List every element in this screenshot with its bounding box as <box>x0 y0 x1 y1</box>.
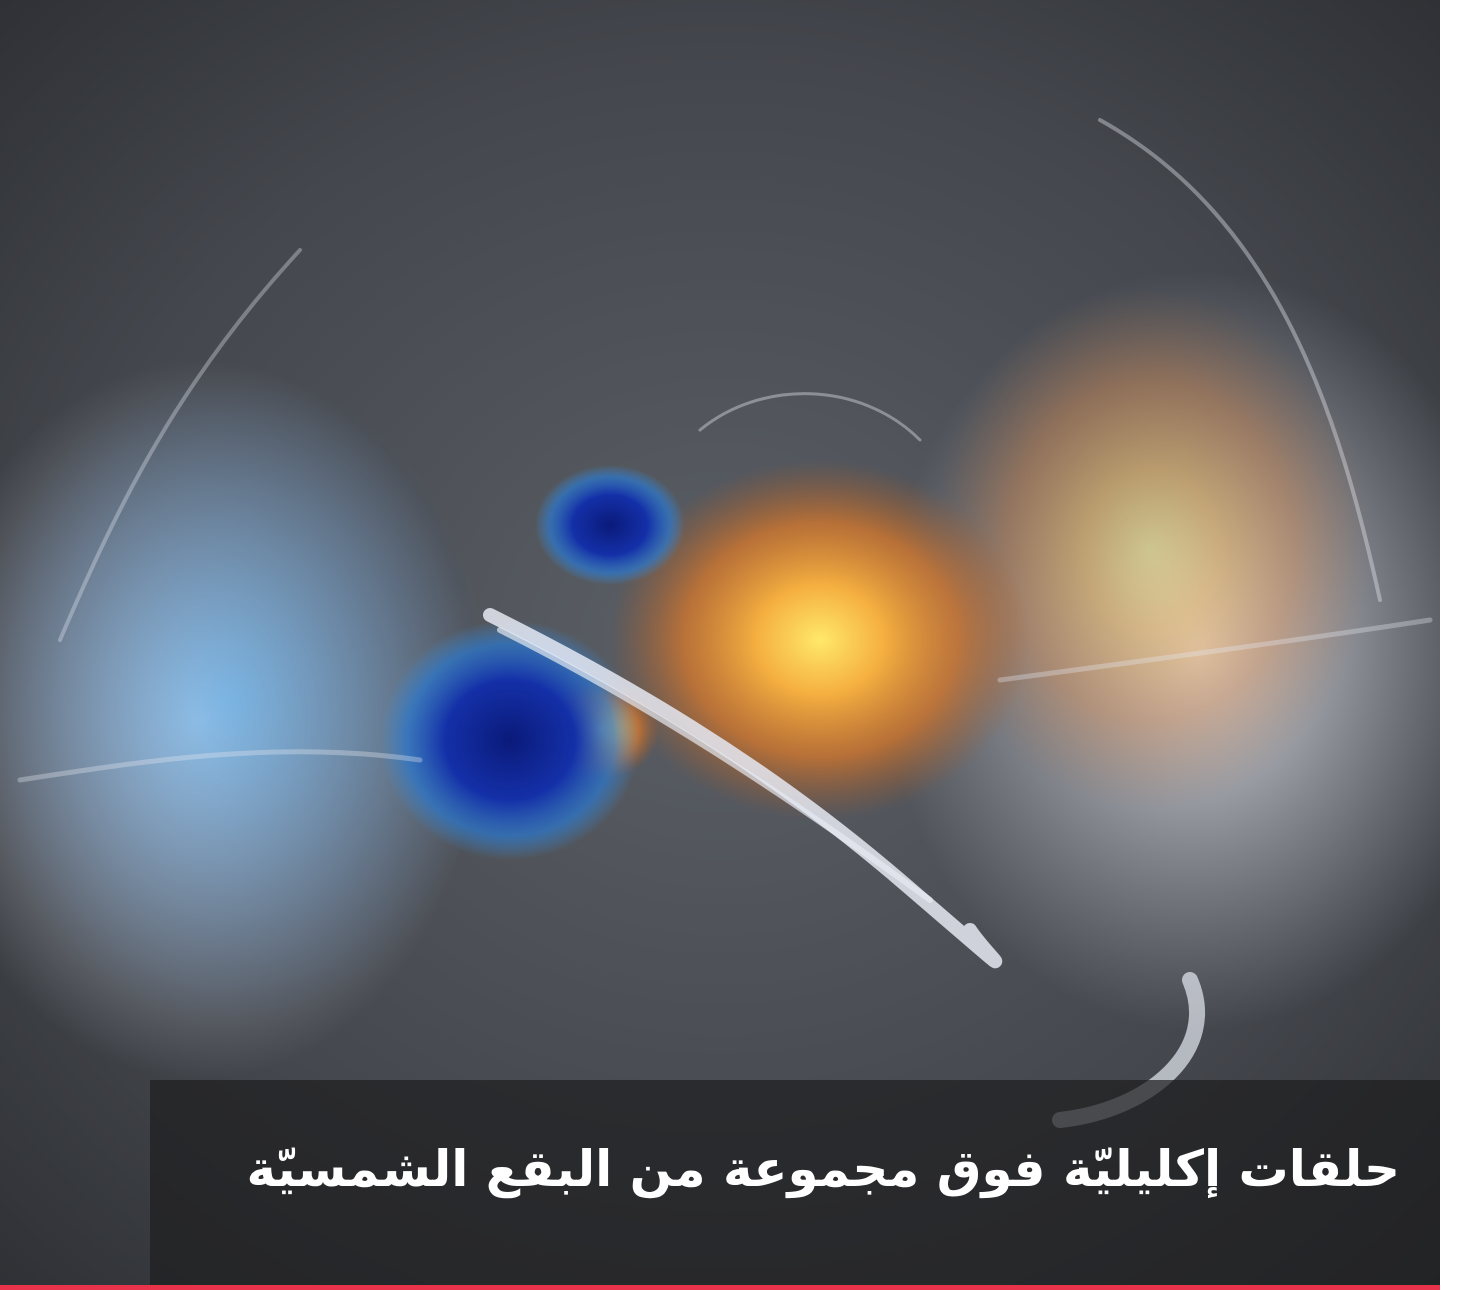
solar-image-art <box>0 0 1440 1285</box>
loop <box>17 749 423 783</box>
caption-box: حلقات إكليليّة فوق مجموعة من البقع الشمس… <box>150 1080 1440 1285</box>
sunspot-blue <box>380 620 640 860</box>
sunspot-orange <box>610 460 1030 820</box>
sunspot-blue <box>535 465 685 585</box>
loop <box>497 627 933 903</box>
accent-line <box>0 1285 1440 1290</box>
solar-image <box>0 0 1440 1285</box>
loop <box>58 248 302 642</box>
coronal-loops <box>17 118 1433 1128</box>
blue-region <box>0 370 490 1030</box>
loop <box>698 392 922 442</box>
loop <box>997 617 1433 683</box>
caption: حلقات إكليليّة فوق مجموعة من البقع الشمس… <box>246 1140 1400 1198</box>
loop <box>1098 118 1382 602</box>
orange-region <box>930 290 1370 810</box>
